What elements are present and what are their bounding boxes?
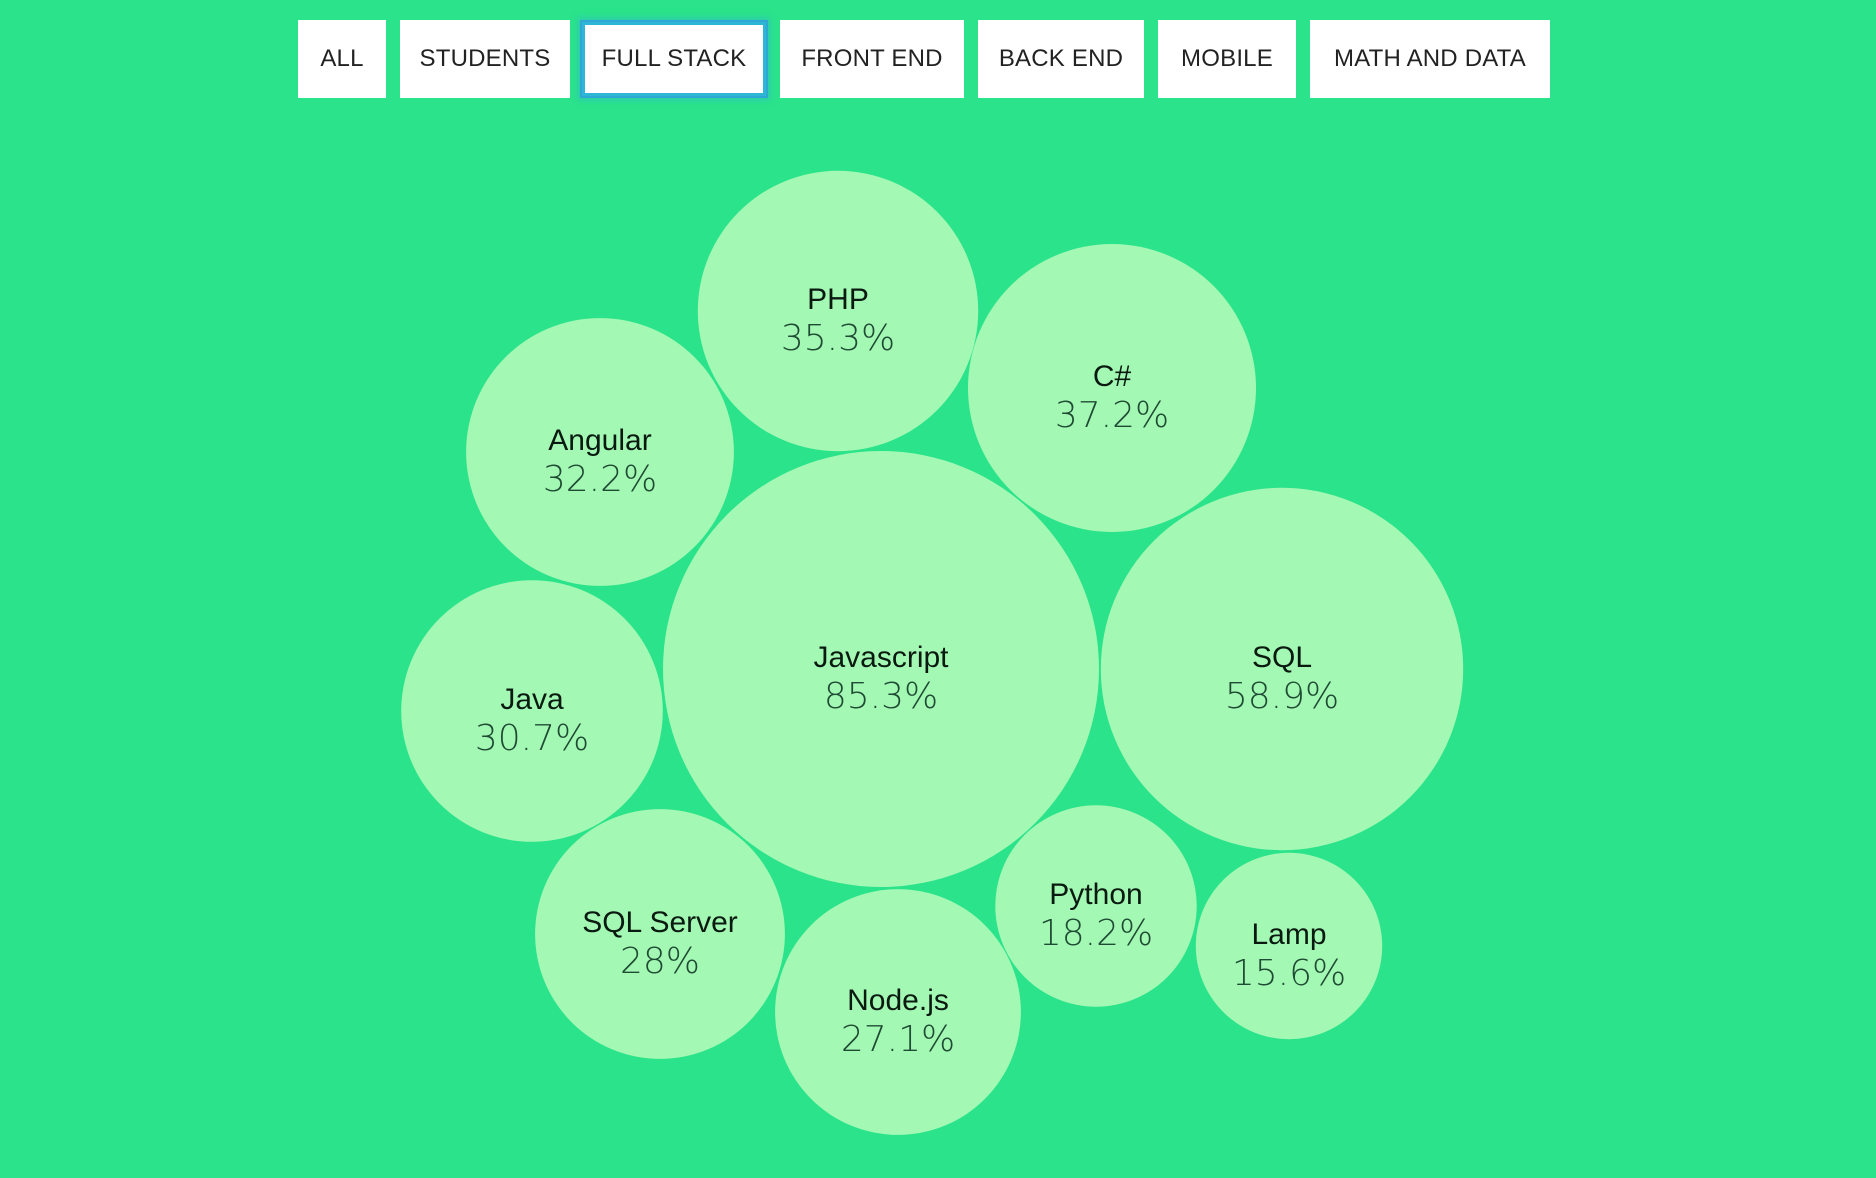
bubble-circle-lamp bbox=[1195, 852, 1383, 1040]
bubble-circle-sql bbox=[1100, 487, 1464, 851]
bubble-value-angular: 32.2% bbox=[543, 459, 657, 500]
bubble-value-java: 30.7% bbox=[475, 718, 589, 759]
bubble-circle-c bbox=[968, 244, 1256, 532]
bubble-circle-php bbox=[697, 170, 979, 452]
bubble-label-c: C# bbox=[1093, 360, 1132, 393]
bubble-value-node-js: 27.1% bbox=[841, 1019, 955, 1060]
bubble-value-python: 18.2% bbox=[1039, 913, 1153, 954]
filter-students-button[interactable]: STUDENTS bbox=[400, 20, 570, 98]
filter-math-and-data-button[interactable]: MATH AND DATA bbox=[1310, 20, 1550, 98]
filter-full-stack-button[interactable]: FULL STACK bbox=[580, 20, 768, 98]
bubble-label-python: Python bbox=[1049, 878, 1142, 911]
bubble-label-angular: Angular bbox=[548, 424, 651, 457]
bubble-circle-angular bbox=[466, 318, 734, 586]
filter-front-end-button[interactable]: FRONT END bbox=[780, 20, 964, 98]
bubble-value-javascript: 85.3% bbox=[824, 676, 938, 717]
filter-all-button[interactable]: ALL bbox=[298, 20, 386, 98]
filter-mobile-button[interactable]: MOBILE bbox=[1158, 20, 1296, 98]
bubble-c[interactable]: C#37.2% bbox=[968, 244, 1256, 532]
bubble-label-lamp: Lamp bbox=[1251, 918, 1326, 951]
bubble-circle-node-js bbox=[775, 889, 1021, 1135]
bubble-label-sql-server: SQL Server bbox=[582, 906, 738, 939]
bubble-label-javascript: Javascript bbox=[813, 641, 949, 674]
bubble-value-lamp: 15.6% bbox=[1232, 953, 1346, 994]
bubble-circle-java bbox=[401, 580, 663, 842]
bubble-value-c: 37.2% bbox=[1055, 395, 1169, 436]
bubble-value-sql-server: 28% bbox=[620, 941, 700, 982]
bubble-label-php: PHP bbox=[807, 283, 869, 316]
bubble-circle-python bbox=[995, 805, 1197, 1007]
bubble-label-node-js: Node.js bbox=[847, 984, 949, 1017]
filter-back-end-button[interactable]: BACK END bbox=[978, 20, 1144, 98]
bubble-label-sql: SQL bbox=[1252, 641, 1312, 674]
bubble-value-php: 35.3% bbox=[781, 318, 895, 359]
bubble-circle-sql-server bbox=[535, 809, 785, 1059]
bubble-value-sql: 58.9% bbox=[1225, 676, 1339, 717]
bubble-label-java: Java bbox=[500, 683, 564, 716]
filter-bar: ALL STUDENTS FULL STACK FRONT END BACK E… bbox=[0, 20, 1876, 98]
bubble-circle-javascript bbox=[663, 451, 1099, 887]
